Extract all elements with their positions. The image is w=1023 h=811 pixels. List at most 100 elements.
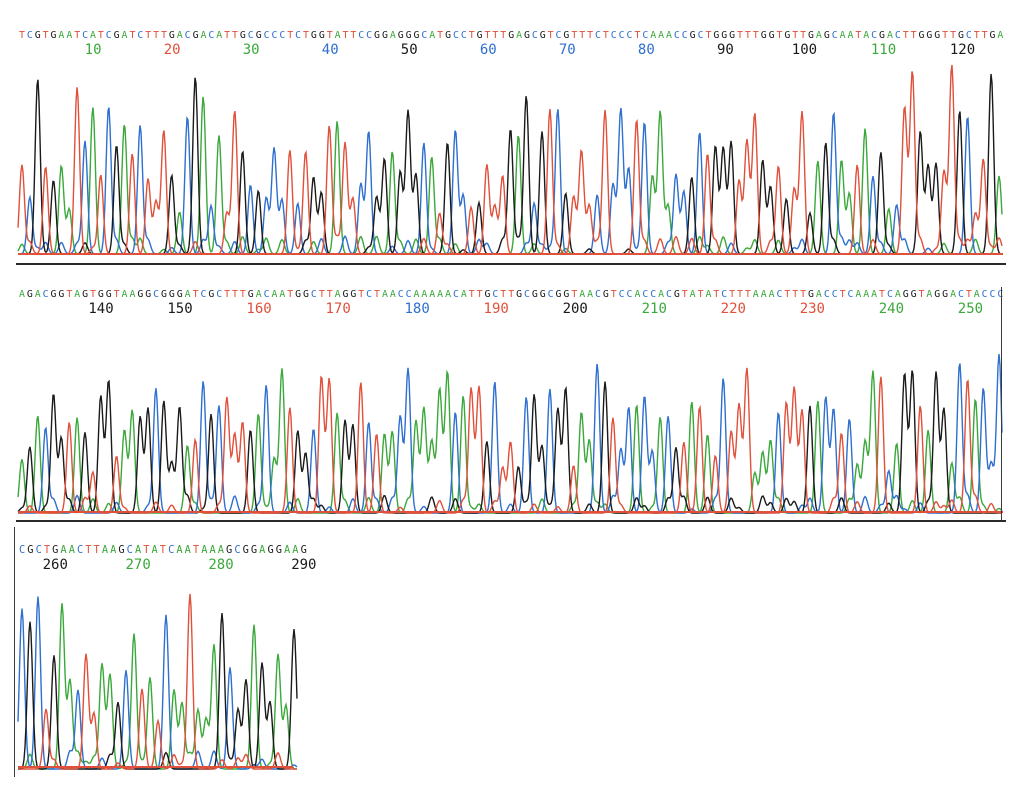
base-letter: C	[76, 544, 84, 556]
base-letter: G	[275, 544, 282, 556]
base-letter: T	[981, 30, 988, 41]
base-letter: G	[113, 30, 120, 41]
base-letter: G	[303, 289, 309, 300]
position-tick-label: 200	[562, 301, 588, 317]
base-letter: T	[500, 289, 507, 300]
base-letter: A	[58, 30, 65, 41]
base-letter: T	[66, 289, 73, 300]
base-letter: C	[996, 288, 1004, 302]
base-letter: C	[184, 30, 191, 41]
base-letter: T	[437, 30, 444, 41]
base-letter: A	[839, 30, 846, 41]
base-letter: A	[279, 289, 286, 300]
base-letter: G	[137, 289, 144, 300]
base-letter: T	[634, 30, 641, 41]
base-letter: T	[89, 289, 96, 300]
position-tick-label: 100	[791, 42, 818, 58]
base-letter: T	[792, 30, 799, 41]
base-letter: T	[942, 30, 949, 41]
base-letter: C	[776, 289, 783, 300]
base-letter: A	[421, 289, 428, 300]
base-letter: T	[374, 289, 380, 300]
base-letter: G	[97, 289, 104, 300]
base-letter: G	[918, 30, 925, 41]
base-letter: G	[484, 289, 491, 300]
panel-frame-2	[1001, 287, 1002, 520]
base-letter: T	[737, 30, 743, 41]
base-letter: A	[926, 289, 933, 300]
base-letter: T	[232, 30, 238, 41]
base-letter: T	[224, 30, 231, 41]
position-tick-label: 110	[870, 42, 897, 58]
baseline-3	[18, 766, 293, 768]
base-letter: G	[808, 30, 814, 41]
base-letter: T	[342, 30, 349, 41]
base-letter: A	[579, 289, 586, 300]
base-letter: G	[902, 289, 909, 300]
base-letter: A	[121, 30, 128, 41]
base-letter: C	[263, 289, 270, 300]
base-letter: G	[255, 30, 262, 41]
base-letter: T	[839, 289, 846, 300]
base-letter: G	[250, 544, 258, 556]
base-letter: G	[523, 30, 530, 41]
base-letter: T	[800, 30, 807, 41]
base-letter: A	[429, 289, 436, 300]
base-letter: G	[82, 289, 89, 300]
base-letter: G	[267, 544, 274, 556]
base-letter: G	[476, 30, 483, 41]
base-letter: G	[350, 289, 357, 300]
base-letter: C	[831, 30, 838, 41]
base-letter: A	[134, 544, 142, 556]
trace-A	[18, 603, 297, 770]
base-letter: G	[118, 544, 125, 556]
base-letter: T	[159, 544, 167, 556]
base-letter: A	[255, 289, 262, 300]
base-letter: C	[105, 30, 112, 41]
base-letter: A	[871, 289, 878, 300]
position-tick-label: 50	[400, 42, 418, 58]
base-letter: C	[957, 289, 964, 300]
base-letter: C	[626, 289, 633, 300]
base-letter: T	[752, 30, 759, 41]
chromatogram-3	[17, 593, 298, 770]
base-letter: A	[460, 289, 467, 300]
position-tick-label: 150	[167, 301, 193, 317]
base-letter: C	[310, 289, 317, 300]
base-letter: A	[201, 544, 208, 556]
base-letter: C	[153, 289, 160, 300]
base-letter: C	[208, 30, 215, 41]
trace-T	[17, 64, 1003, 255]
position-tick-label: 60	[479, 42, 497, 58]
base-letter: T	[42, 30, 49, 41]
base-letter: G	[689, 30, 696, 41]
base-letter: A	[89, 30, 96, 41]
base-letter: T	[571, 30, 578, 41]
base-letter: G	[58, 289, 65, 300]
position-tick-label: 260	[42, 557, 68, 573]
base-letter: A	[658, 289, 665, 300]
base-letter: A	[184, 544, 191, 556]
base-letter: T	[973, 30, 980, 41]
base-letter: T	[855, 30, 862, 41]
base-letter: C	[234, 544, 241, 556]
base-letter: T	[579, 30, 586, 41]
base-letter: A	[259, 544, 266, 556]
base-letter: G	[445, 30, 452, 41]
base-letter: T	[476, 289, 483, 300]
position-tick-label: 160	[246, 301, 272, 317]
base-letter: G	[808, 289, 814, 300]
base-letter: C	[279, 30, 286, 41]
base-letter: A	[863, 289, 870, 300]
base-letter: C	[397, 289, 404, 300]
base-letter: A	[74, 289, 81, 300]
base-letter: A	[752, 289, 759, 300]
base-letter: T	[350, 30, 357, 41]
base-letter: C	[642, 289, 649, 300]
base-letter: T	[918, 289, 925, 300]
base-letter: T	[713, 289, 720, 300]
base-letter: T	[224, 289, 231, 300]
base-letter: A	[176, 30, 183, 41]
